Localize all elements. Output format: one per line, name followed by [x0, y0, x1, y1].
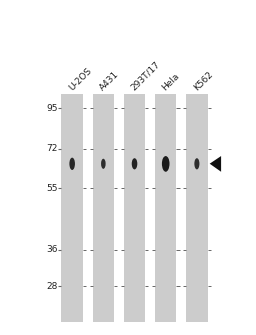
Bar: [155, 94, 176, 322]
Polygon shape: [210, 156, 221, 172]
Text: 36: 36: [46, 245, 58, 254]
Text: 72: 72: [46, 144, 58, 153]
Text: K562: K562: [192, 70, 215, 92]
Ellipse shape: [132, 158, 137, 170]
Text: A431: A431: [98, 70, 121, 92]
Text: 55: 55: [46, 184, 58, 193]
Text: 28: 28: [46, 282, 58, 291]
Text: U-2OS: U-2OS: [67, 66, 93, 92]
Bar: [93, 94, 114, 322]
Text: 95: 95: [46, 104, 58, 113]
Text: Hela: Hela: [161, 71, 182, 92]
Bar: [186, 94, 208, 322]
Bar: [61, 94, 83, 322]
Ellipse shape: [194, 158, 199, 170]
Bar: [124, 94, 145, 322]
Ellipse shape: [101, 159, 106, 169]
Ellipse shape: [162, 156, 169, 172]
Text: 293T/17: 293T/17: [130, 60, 162, 92]
Ellipse shape: [69, 158, 75, 170]
